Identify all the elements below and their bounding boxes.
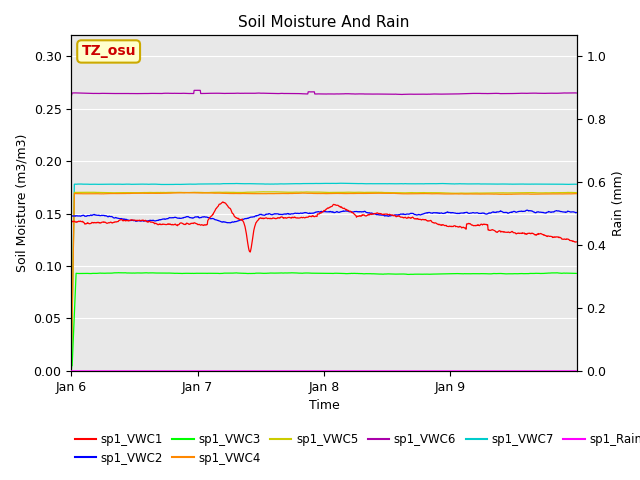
Legend: sp1_VWC1, sp1_VWC2, sp1_VWC3, sp1_VWC4, sp1_VWC5, sp1_VWC6, sp1_VWC7, sp1_Rain: sp1_VWC1, sp1_VWC2, sp1_VWC3, sp1_VWC4, …: [70, 428, 640, 469]
X-axis label: Time: Time: [308, 399, 339, 412]
Y-axis label: Rain (mm): Rain (mm): [612, 170, 625, 236]
Text: TZ_osu: TZ_osu: [81, 45, 136, 59]
Title: Soil Moisture And Rain: Soil Moisture And Rain: [238, 15, 410, 30]
Y-axis label: Soil Moisture (m3/m3): Soil Moisture (m3/m3): [15, 134, 28, 272]
